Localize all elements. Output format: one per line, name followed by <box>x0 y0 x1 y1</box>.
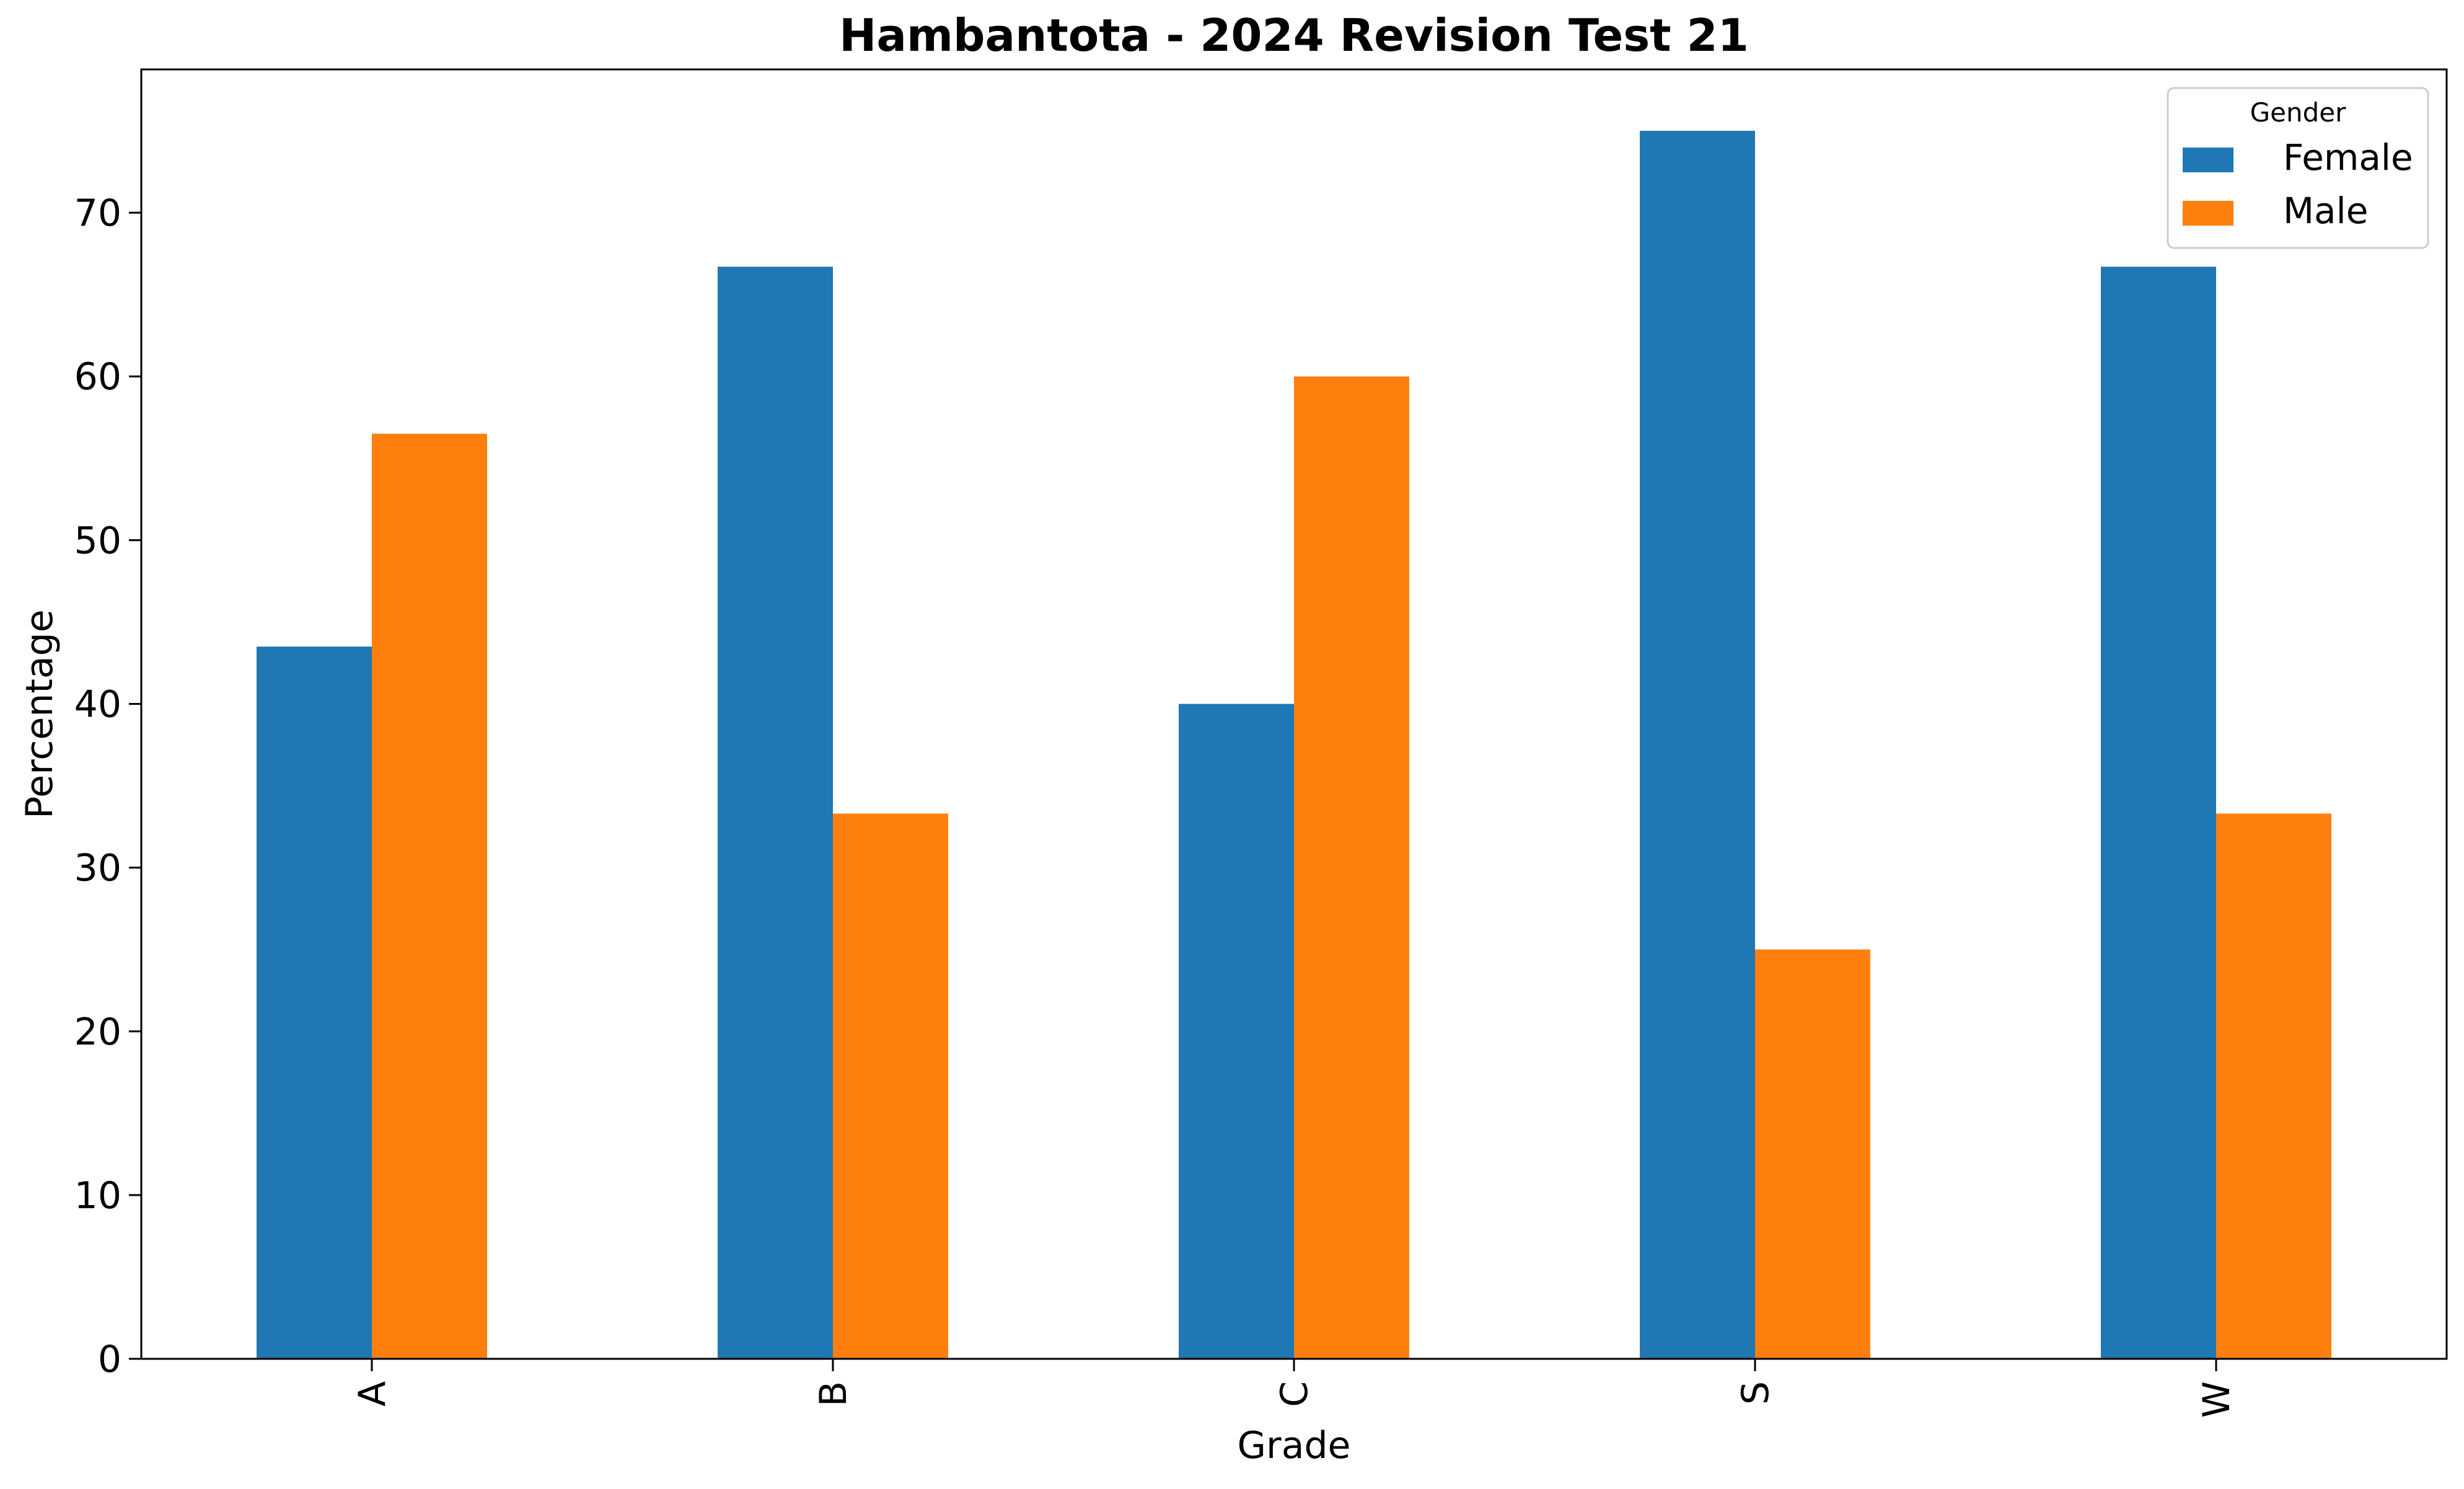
bar-female-c <box>1179 704 1294 1359</box>
legend-swatch-male <box>2183 201 2233 226</box>
bar-female-w <box>2101 267 2216 1359</box>
legend-title: Gender <box>2250 97 2347 128</box>
bar-female-b <box>718 267 833 1359</box>
x-tick-label: B <box>812 1381 855 1407</box>
y-tick-label: 50 <box>74 519 121 562</box>
y-axis-label: Percentage <box>18 609 61 819</box>
legend-swatch-female <box>2183 148 2233 172</box>
y-tick-label: 60 <box>74 355 121 399</box>
y-tick-label: 70 <box>74 192 121 235</box>
x-axis-label: Grade <box>1238 1424 1351 1467</box>
x-tick-label: S <box>1734 1381 1777 1405</box>
bar-male-c <box>1294 376 1409 1359</box>
y-tick-label: 10 <box>74 1174 121 1217</box>
x-tick-label: A <box>351 1381 394 1407</box>
bar-male-w <box>2216 813 2331 1359</box>
bar-male-b <box>833 813 948 1359</box>
legend-label-female: Female <box>2283 136 2413 179</box>
y-tick-label: 40 <box>74 683 121 726</box>
bar-female-a <box>257 647 372 1359</box>
y-tick-label: 0 <box>98 1338 121 1381</box>
plot-frame <box>140 68 2448 1360</box>
legend: Gender Female Male <box>2167 87 2429 249</box>
bar-male-s <box>1755 949 1870 1359</box>
bar-male-a <box>372 433 487 1359</box>
y-tick-label: 20 <box>74 1010 121 1054</box>
bar-female-s <box>1640 131 1755 1359</box>
x-tick-label: C <box>1273 1381 1316 1407</box>
y-axis: 0 10 20 30 40 50 60 70 <box>74 192 141 1381</box>
chart-title: Hambantota - 2024 Revision Test 21 <box>839 9 1749 61</box>
x-tick-label: W <box>2195 1381 2238 1418</box>
y-tick-label: 30 <box>74 847 121 890</box>
bars-layer <box>257 131 2331 1359</box>
legend-label-male: Male <box>2283 190 2368 232</box>
